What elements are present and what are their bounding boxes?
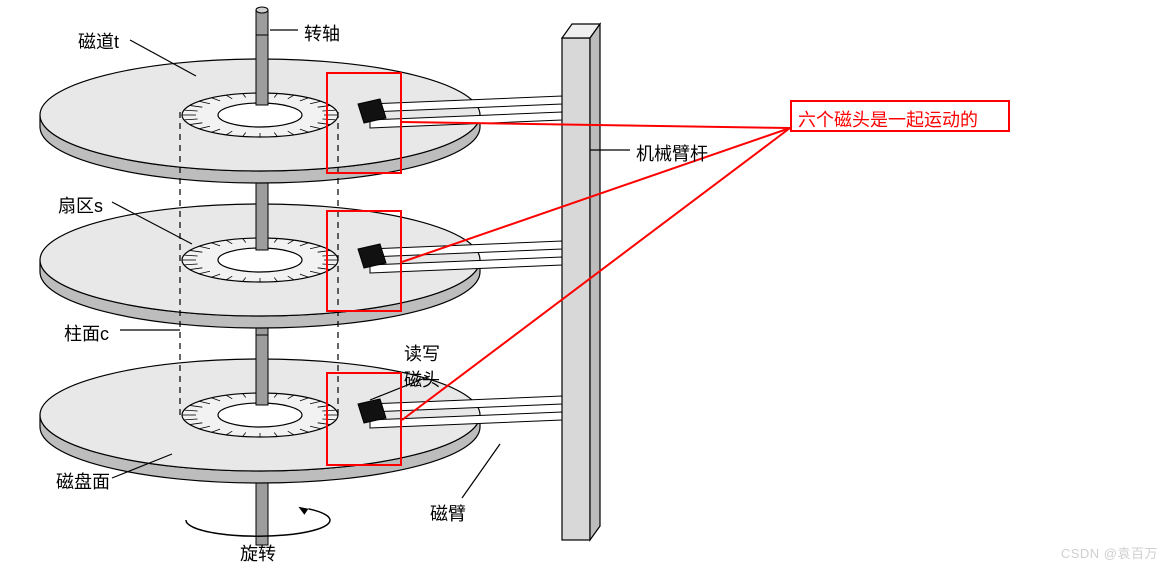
label-sector: 扇区s bbox=[58, 192, 103, 218]
label-surface: 磁盘面 bbox=[56, 468, 110, 494]
label-spindle: 转轴 bbox=[304, 20, 340, 46]
watermark: CSDN @袁百万 bbox=[1061, 543, 1158, 562]
highlight-box-1 bbox=[326, 72, 402, 174]
disk-diagram bbox=[0, 0, 1170, 570]
label-track: 磁道t bbox=[78, 28, 119, 54]
label-armbar: 机械臂杆 bbox=[636, 140, 708, 166]
highlight-caption-box: 六个磁头是一起运动的 bbox=[790, 100, 1010, 132]
label-cylinder: 柱面c bbox=[64, 320, 109, 346]
highlight-caption-text: 六个磁头是一起运动的 bbox=[798, 106, 978, 132]
label-rotate: 旋转 bbox=[240, 540, 276, 566]
highlight-box-3 bbox=[326, 372, 402, 466]
highlight-box-2 bbox=[326, 210, 402, 312]
label-head: 读写磁头 bbox=[404, 340, 440, 392]
label-arm: 磁臂 bbox=[430, 500, 466, 526]
